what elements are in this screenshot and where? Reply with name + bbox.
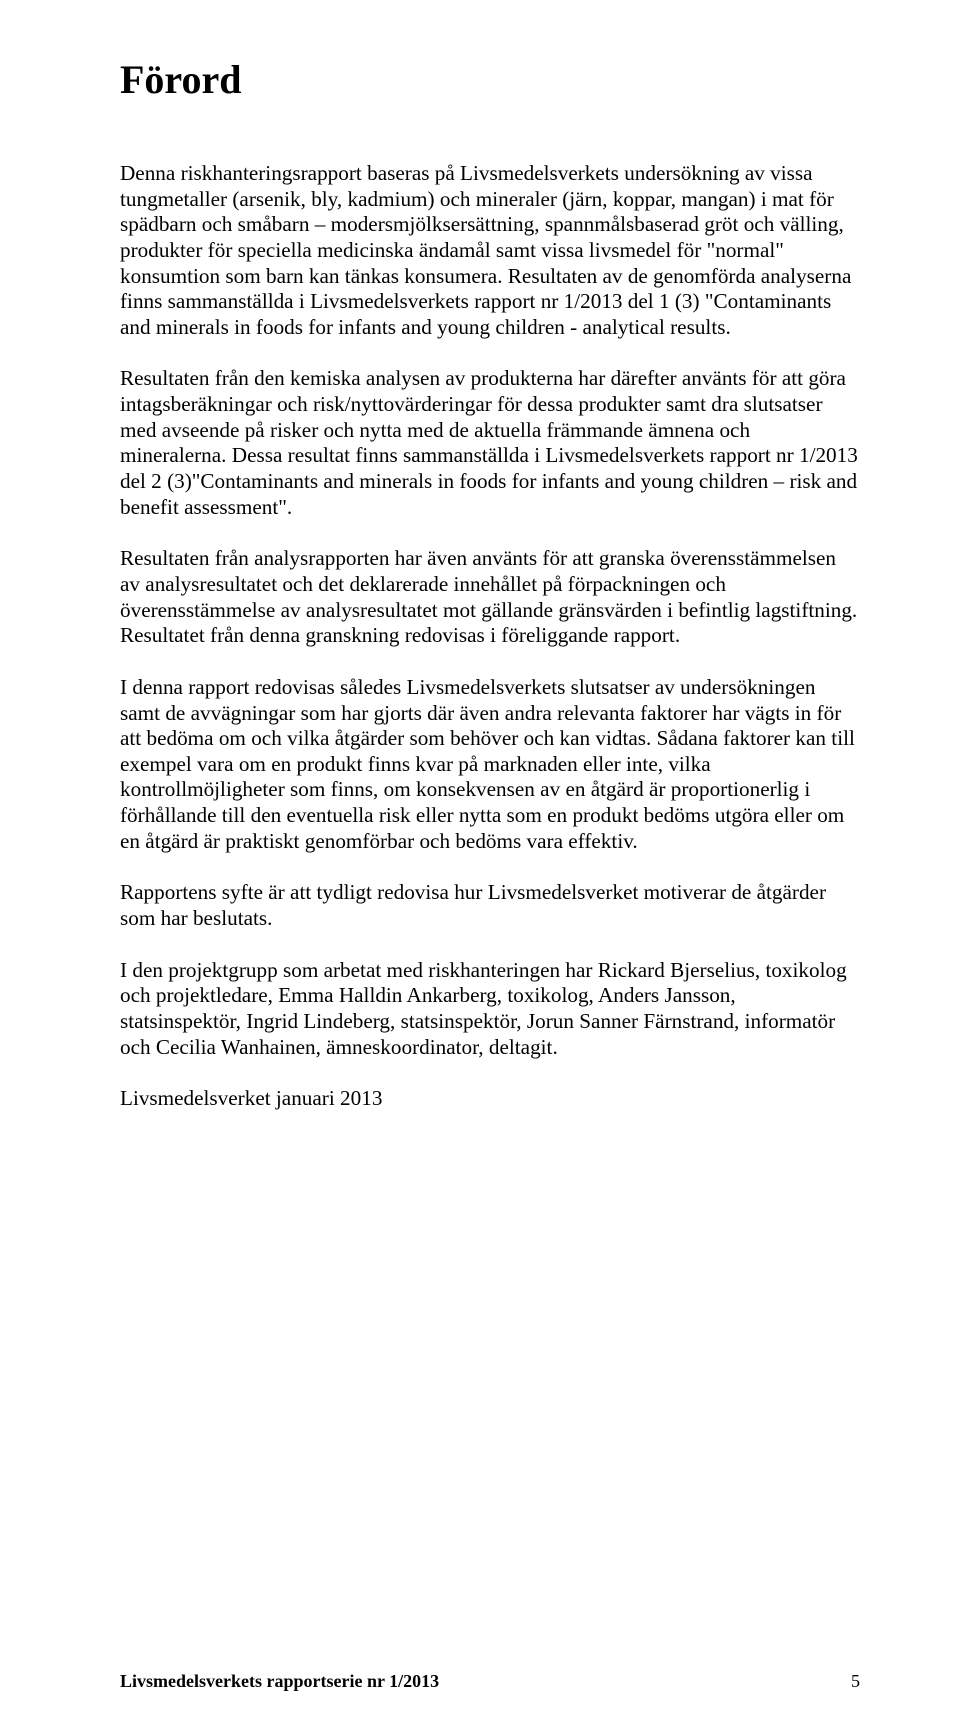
paragraph: Denna riskhanteringsrapport baseras på L… bbox=[120, 161, 860, 340]
paragraph: I den projektgrupp som arbetat med riskh… bbox=[120, 958, 860, 1061]
paragraph: Livsmedelsverket januari 2013 bbox=[120, 1086, 860, 1112]
footer-series-label: Livsmedelsverkets rapportserie nr 1/2013 bbox=[120, 1671, 439, 1692]
paragraph: I denna rapport redovisas således Livsme… bbox=[120, 675, 860, 854]
document-page: Förord Denna riskhanteringsrapport baser… bbox=[0, 0, 960, 1730]
paragraph: Resultaten från analysrapporten har även… bbox=[120, 546, 860, 649]
body-text: Denna riskhanteringsrapport baseras på L… bbox=[120, 161, 860, 1112]
paragraph: Resultaten från den kemiska analysen av … bbox=[120, 366, 860, 520]
footer-page-number: 5 bbox=[851, 1671, 860, 1692]
page-footer: Livsmedelsverkets rapportserie nr 1/2013… bbox=[120, 1671, 860, 1692]
paragraph: Rapportens syfte är att tydligt redovisa… bbox=[120, 880, 860, 931]
page-title: Förord bbox=[120, 56, 860, 103]
